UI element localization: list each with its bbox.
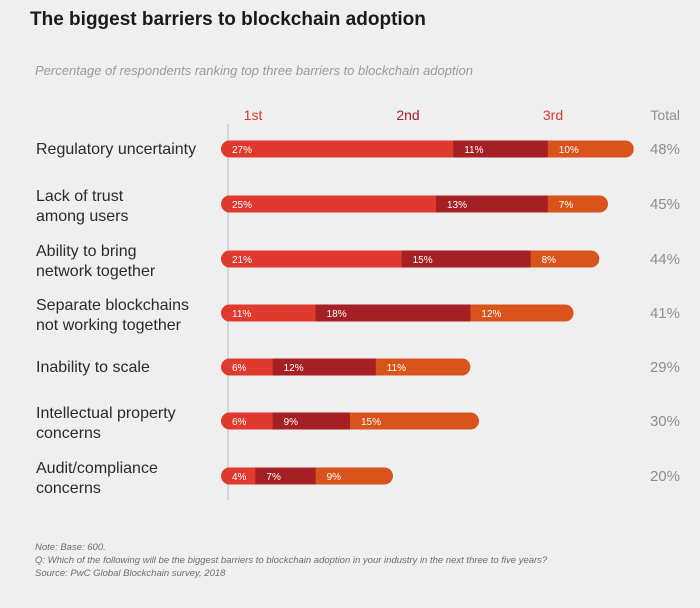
bar-value-label: 4% — [232, 472, 247, 483]
category-label-line: Ability to bring — [36, 243, 137, 260]
category-label: Regulatory uncertainty — [36, 141, 196, 158]
chart-subtitle: Percentage of respondents ranking top th… — [35, 63, 473, 78]
bar-value-label: 21% — [232, 255, 252, 266]
category-label: Inability to scale — [36, 359, 150, 376]
category-label: Lack of trust among users — [36, 188, 129, 225]
category-label-line: network together — [36, 263, 156, 280]
bar-value-label: 27% — [232, 145, 252, 156]
category-label-line: concerns — [36, 480, 101, 497]
note-base: Note: Base: 600. — [35, 542, 106, 553]
bar-value-label: 12% — [481, 309, 501, 320]
bar-value-label: 6% — [232, 363, 247, 374]
bar-value-label: 10% — [559, 145, 579, 156]
bar-segment-2nd — [315, 304, 471, 322]
bar-value-label: 7% — [266, 472, 281, 483]
category-label: Audit/compliance concerns — [36, 460, 158, 497]
row-total: 41% — [650, 305, 680, 322]
row-total: 20% — [650, 468, 680, 485]
bar-segment-1st — [221, 250, 403, 268]
bar-value-label: 15% — [413, 255, 433, 266]
row-total: 29% — [650, 359, 680, 376]
bar-segment-1st — [221, 467, 256, 485]
bar-segment-3rd — [350, 412, 479, 430]
rank-header-1st: 1st — [244, 107, 263, 123]
bar-segment-2nd — [255, 467, 317, 485]
bar-segment-1st — [221, 358, 274, 376]
bar-value-label: 15% — [361, 417, 381, 428]
row-total: 30% — [650, 413, 680, 430]
category-label-line: concerns — [36, 425, 101, 442]
bar-value-label: 12% — [284, 363, 304, 374]
total-header: Total — [650, 107, 680, 123]
rank-header-3rd: 3rd — [543, 107, 563, 123]
bar-segment-3rd — [547, 195, 608, 213]
category-label-line: Regulatory uncertainty — [36, 141, 196, 158]
category-label-line: Inability to scale — [36, 359, 150, 376]
bar-value-label: 18% — [327, 309, 347, 320]
category-label-line: Audit/compliance — [36, 460, 158, 477]
bar-segment-2nd — [272, 412, 351, 430]
bar-value-label: 11% — [464, 145, 483, 156]
row-total: 48% — [650, 141, 680, 158]
category-label: Ability to bring network together — [36, 243, 156, 280]
note-question: Q: Which of the following will be the bi… — [35, 555, 548, 566]
row-total: 44% — [650, 251, 680, 268]
category-label-line: Lack of trust — [36, 188, 124, 205]
bar-value-label: 9% — [327, 472, 342, 483]
chart-notes: Note: Base: 600. Q: Which of the followi… — [35, 541, 547, 580]
category-label-line: Separate blockchains — [36, 297, 189, 314]
bar-segment-2nd — [436, 195, 549, 213]
bar-segment-3rd — [547, 140, 634, 158]
bar-value-label: 13% — [447, 200, 467, 211]
bar-segment-1st — [221, 140, 454, 158]
note-source: Source: PwC Global Blockchain survey, 20… — [35, 568, 226, 579]
category-label-line: among users — [36, 208, 129, 225]
bar-segment-1st — [221, 195, 437, 213]
category-label-line: Intellectual property — [36, 405, 176, 422]
rank-header-2nd: 2nd — [396, 107, 419, 123]
bar-value-label: 11% — [232, 309, 251, 320]
bar-segment-2nd — [453, 140, 549, 158]
bar-value-label: 8% — [542, 255, 557, 266]
bar-segment-3rd — [470, 304, 574, 322]
chart-title: The biggest barriers to blockchain adopt… — [30, 9, 426, 30]
bar-segment-1st — [221, 304, 317, 322]
bar-segment-3rd — [315, 467, 393, 485]
bar-value-label: 7% — [559, 200, 574, 211]
bar-segment-3rd — [530, 250, 600, 268]
bar-value-label: 25% — [232, 200, 252, 211]
bar-value-label: 9% — [284, 417, 299, 428]
category-label: Separate blockchains not working together — [36, 297, 189, 334]
bar-value-label: 11% — [387, 363, 406, 374]
bar-segment-3rd — [375, 358, 471, 376]
bar-segment-1st — [221, 412, 274, 430]
row-total: 45% — [650, 196, 680, 213]
category-label: Intellectual property concerns — [36, 405, 176, 442]
bar-value-label: 6% — [232, 417, 247, 428]
bar-segment-2nd — [401, 250, 532, 268]
category-label-line: not working together — [36, 317, 182, 334]
bar-segment-2nd — [272, 358, 377, 376]
bar-chart: 1st 2nd 3rd Total Regulatory uncertainty 27% 1… — [36, 107, 680, 500]
